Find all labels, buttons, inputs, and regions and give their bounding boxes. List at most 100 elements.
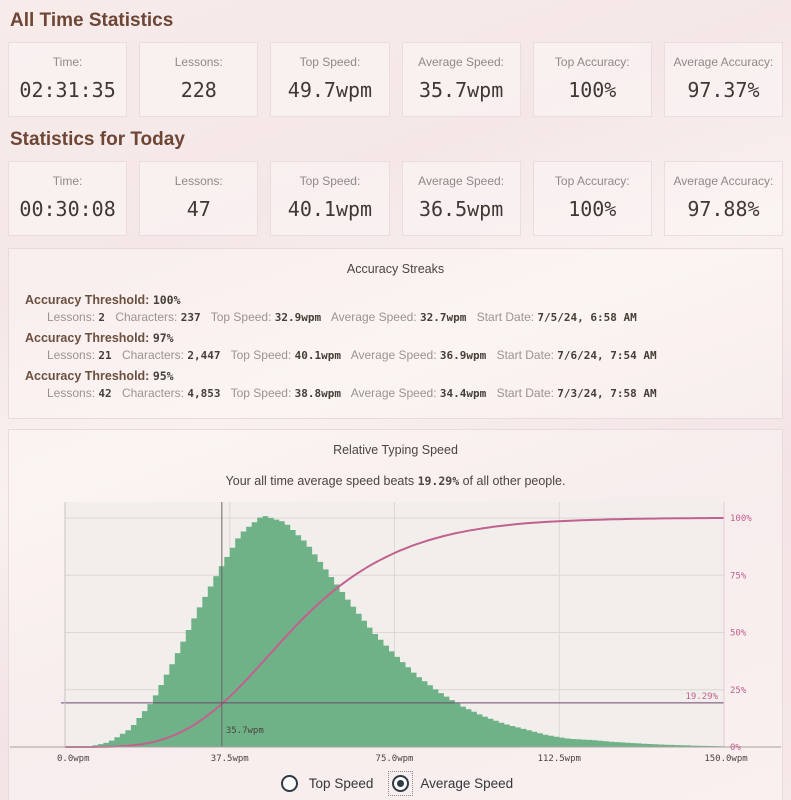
average-speed-radio-option[interactable]: Average Speed [388, 771, 514, 796]
streak-stat-label: Characters: [115, 310, 178, 324]
stat-label: Top Speed: [299, 55, 361, 69]
stat-label: Time: [52, 174, 83, 188]
stat-value: 36.5wpm [418, 197, 504, 221]
streak-stat-label: Average Speed: [330, 310, 417, 324]
speed-distribution-histogram [65, 516, 724, 747]
stat-label: Average Speed: [418, 174, 505, 188]
speed-mode-controls: Top Speed Average Speed [9, 766, 782, 800]
stat-card-alltime-top-speed: Top Speed: 49.7wpm [270, 42, 390, 117]
streak-stat-value: 36.9wpm [439, 349, 487, 362]
streak-stat-label: Start Date: [496, 386, 554, 400]
stat-card-alltime-top-accuracy: Top Accuracy: 100% [532, 42, 652, 117]
streak-stat-value: 38.8wpm [294, 387, 342, 400]
streak-stat-value: 42 [98, 387, 112, 400]
stat-value: 228 [180, 78, 217, 102]
streak-entry: Accuracy Threshold: 100% Lessons: 2 Char… [25, 293, 766, 324]
stat-label: Lessons: [174, 174, 223, 188]
tick-label: 37.5wpm [211, 754, 249, 764]
stat-label: Average Speed: [418, 55, 505, 69]
top-speed-radio-option[interactable]: Top Speed [278, 772, 374, 795]
tick-label: 35.7wpm [226, 726, 264, 736]
subtitle-percentile-value: 19.29% [417, 474, 460, 488]
streak-stat-value: 32.7wpm [420, 311, 467, 324]
average-speed-radio-label[interactable]: Average Speed [420, 776, 514, 791]
all-time-cards-row: Time: 02:31:35 Lessons: 228 Top Speed: 4… [8, 42, 784, 117]
streak-detail: Lessons: 42 Characters: 4,853 Top Speed:… [47, 386, 766, 400]
top-speed-radio-label[interactable]: Top Speed [308, 776, 374, 791]
streak-entry: Accuracy Threshold: 97% Lessons: 21 Char… [25, 331, 766, 362]
streak-stat-label: Lessons: [47, 310, 96, 324]
chart-subtitle: Your all time average speed beats 19.29%… [9, 474, 782, 488]
stat-label: Lessons: [174, 55, 223, 69]
stat-value: 00:30:08 [19, 197, 116, 221]
accuracy-streaks-panel: Accuracy Streaks Accuracy Threshold: 100… [8, 248, 783, 419]
stat-label: Top Accuracy: [554, 55, 630, 69]
tick-label: 112.5wpm [538, 754, 581, 764]
tick-label: 50% [730, 629, 747, 639]
tick-label: 150.0wpm [704, 754, 747, 764]
streak-stat-label: Lessons: [47, 386, 96, 400]
relative-speed-plot: 19.29% 35.7wpm 0% 25% 50% 75% 100% 0.0wpm 37.5wp… [10, 502, 781, 764]
stat-value: 100% [568, 78, 617, 102]
stat-value: 35.7wpm [418, 78, 504, 102]
stat-label: Top Speed: [299, 174, 361, 188]
streak-stat-label: Average Speed: [350, 386, 437, 400]
radio-focus-ring [388, 771, 414, 796]
streak-stat-value: 7/5/24, 6:58 AM [537, 311, 637, 324]
top-speed-radio-icon[interactable] [280, 775, 298, 792]
streak-entry: Accuracy Threshold: 95% Lessons: 42 Char… [25, 369, 766, 400]
stat-card-today-top-speed: Top Speed: 40.1wpm [270, 161, 390, 236]
subtitle-suffix: of all other people. [459, 474, 566, 488]
stat-label: Average Accuracy: [673, 174, 774, 188]
average-speed-radio-icon[interactable] [392, 775, 410, 792]
accuracy-streaks-body: Accuracy Threshold: 100% Lessons: 2 Char… [9, 276, 782, 418]
tick-label: 25% [730, 686, 747, 696]
tick-label: 19.29% [685, 692, 718, 702]
relative-typing-speed-panel: Relative Typing Speed Your all time aver… [8, 429, 783, 800]
subtitle-prefix: Your all time average speed beats [225, 474, 418, 488]
streak-stat-label: Start Date: [496, 348, 554, 362]
stat-card-alltime-lessons: Lessons: 228 [139, 42, 259, 117]
stat-card-alltime-time: Time: 02:31:35 [8, 42, 128, 117]
streak-threshold: Accuracy Threshold: 100% [25, 293, 766, 307]
stat-card-today-average-accuracy: Average Accuracy: 97.88% [663, 161, 784, 236]
tick-label: 75% [730, 571, 747, 581]
threshold-value: 97% [152, 331, 174, 345]
streak-stat-label: Top Speed: [230, 348, 292, 362]
radio-focus-ring [278, 772, 301, 795]
streak-stat-label: Characters: [121, 348, 184, 362]
streak-detail: Lessons: 2 Characters: 237 Top Speed: 32… [47, 310, 766, 324]
streak-stat-label: Average Speed: [350, 348, 437, 362]
tick-label: 0.0wpm [57, 754, 90, 764]
stat-value: 97.37% [687, 78, 760, 102]
streak-stat-label: Start Date: [476, 310, 535, 324]
stat-card-today-top-accuracy: Top Accuracy: 100% [532, 161, 652, 236]
chart-title: Relative Typing Speed [333, 443, 458, 457]
stat-card-alltime-average-speed: Average Speed: 35.7wpm [401, 42, 521, 117]
stat-label: Time: [52, 55, 83, 69]
streak-stat-value: 2 [98, 311, 105, 324]
stat-card-alltime-average-accuracy: Average Accuracy: 97.37% [663, 42, 784, 117]
streak-stat-value: 32.9wpm [274, 311, 322, 324]
threshold-label: Accuracy Threshold: [25, 293, 150, 307]
streak-stat-value: 237 [180, 311, 201, 324]
all-time-heading: All Time Statistics [10, 10, 174, 31]
streak-threshold: Accuracy Threshold: 95% [25, 369, 766, 383]
streak-threshold: Accuracy Threshold: 97% [25, 331, 766, 345]
streak-stat-label: Top Speed: [210, 310, 272, 324]
stat-value: 40.1wpm [287, 197, 373, 221]
stat-card-today-lessons: Lessons: 47 [139, 161, 259, 236]
streak-stat-label: Characters: [121, 386, 184, 400]
tick-label: 100% [730, 514, 752, 524]
today-cards-row: Time: 00:30:08 Lessons: 47 Top Speed: 40… [8, 161, 784, 236]
streak-stat-value: 7/3/24, 7:58 AM [557, 387, 657, 400]
stat-label: Top Accuracy: [554, 174, 630, 188]
streak-stat-value: 34.4wpm [439, 387, 487, 400]
stat-value: 100% [568, 197, 617, 221]
streak-stat-value: 40.1wpm [294, 349, 342, 362]
stat-value: 02:31:35 [19, 78, 116, 102]
accuracy-streaks-title: Accuracy Streaks [346, 262, 445, 276]
tick-label: 75.0wpm [376, 754, 414, 764]
threshold-value: 100% [152, 293, 181, 307]
